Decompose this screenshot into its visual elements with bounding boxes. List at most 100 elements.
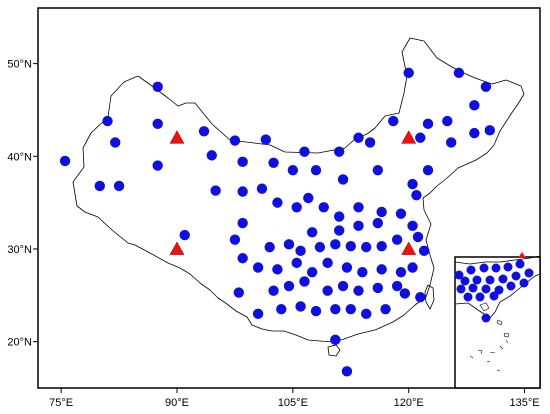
station-point [299,276,310,287]
station-point [357,266,368,278]
station-point [353,132,364,143]
station-point [314,241,326,253]
station-point [407,262,418,273]
station-point [399,288,411,299]
inset-station-point [468,283,478,293]
inset-station-point [481,313,491,323]
taiwan-island [424,284,435,310]
station-point [407,178,418,190]
station-point [283,280,295,292]
station-point [229,234,241,245]
station-point [110,137,121,148]
station-point [334,225,345,236]
station-point [322,285,333,296]
station-point [353,202,364,213]
station-point [391,280,403,292]
inset-islands [469,302,510,372]
station-point [376,206,387,218]
station-point [469,127,480,139]
station-point [364,137,376,148]
station-point [252,262,264,273]
station-point [422,164,434,176]
station-point [237,156,248,168]
station-point [179,229,190,241]
station-point [337,280,349,292]
station-point [299,146,310,157]
station-point [415,132,426,143]
y-tick-label: 30°N [7,244,32,256]
inset-station-point [524,268,534,278]
station-point [276,304,287,315]
inset-station-point [515,259,525,269]
station-point [388,115,399,127]
station-point [252,308,264,320]
station-point [330,304,341,315]
station-point [445,137,457,148]
station-point [152,118,163,130]
station-point [113,180,125,192]
x-tick-label: 90°E [165,397,189,409]
station-point [412,231,424,243]
station-point [306,266,318,278]
station-point [102,115,113,127]
inset-station-point [454,270,464,280]
station-point [310,164,322,176]
station-point [272,264,283,275]
station-point [330,239,341,250]
x-tick-label: 135°E [510,397,540,409]
station-point [403,67,414,79]
station-point [303,192,314,204]
inset-station-point [503,262,513,272]
station-point [318,202,329,213]
station-point [310,305,322,317]
station-point [229,135,241,146]
inset-station-point [485,275,495,285]
reference-triangle [169,241,185,255]
station-point [341,366,353,377]
station-point [233,287,244,298]
reference-triangle [169,130,185,144]
station-point [264,241,275,253]
station-point [237,253,248,264]
station-point [210,185,221,196]
y-tick-label: 50°N [7,59,32,71]
station-point [453,67,465,79]
station-point [268,157,279,168]
station-point [345,304,356,315]
station-point [422,118,434,130]
station-point [407,220,418,232]
station-point [237,186,248,197]
station-point [59,155,71,167]
inset-station-point [491,263,501,273]
station-point [334,146,345,157]
station-point [287,164,299,176]
station-point [256,183,268,194]
station-point [291,257,302,269]
station-point [353,220,364,232]
station-point [469,100,480,111]
station-point [334,211,345,222]
station-point [395,266,407,278]
station-point [152,160,163,171]
inset-station-point [519,278,529,288]
station-point [345,240,356,252]
station-point [353,285,364,296]
inset-station-point [481,284,491,294]
south-china-sea-inset [454,252,541,389]
reference-triangle [401,241,417,255]
station-point [260,134,272,145]
station-point [291,202,302,213]
station-point [418,245,430,257]
station-point [376,264,387,275]
station-point [372,164,384,176]
station-point [268,285,279,296]
y-tick-label: 40°N [7,151,32,163]
station-point [295,301,306,312]
station-point [376,240,387,252]
station-point [330,334,341,346]
inset-station-point [498,274,508,284]
inset-station-point [479,263,489,273]
station-point [283,239,295,250]
station-point [322,257,333,269]
